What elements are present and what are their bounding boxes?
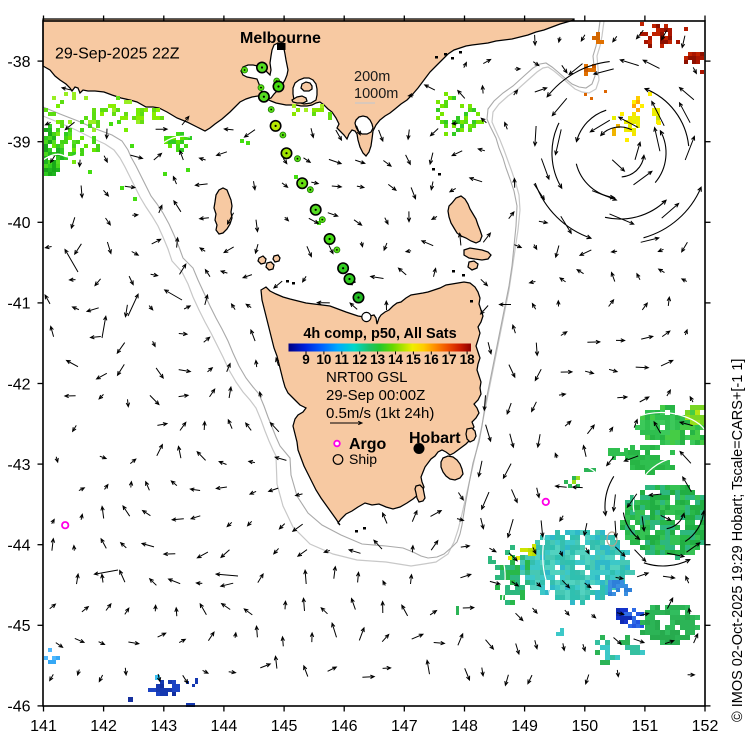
svg-text:149: 149 (511, 718, 538, 735)
svg-text:152: 152 (692, 718, 719, 735)
svg-text:144: 144 (211, 718, 238, 735)
svg-text:29-Sep 00:00Z: 29-Sep 00:00Z (326, 387, 425, 404)
svg-text:-40: -40 (7, 215, 30, 232)
svg-text:18: 18 (460, 352, 476, 367)
svg-text:1000m: 1000m (354, 86, 398, 102)
svg-text:29-Sep-2025 22Z: 29-Sep-2025 22Z (55, 46, 180, 63)
svg-text:-38: -38 (7, 54, 30, 71)
svg-text:146: 146 (331, 718, 358, 735)
svg-text:142: 142 (90, 718, 117, 735)
svg-text:11: 11 (335, 352, 350, 367)
svg-text:151: 151 (632, 718, 659, 735)
svg-text:200m: 200m (354, 69, 390, 85)
svg-text:143: 143 (150, 718, 177, 735)
svg-text:12: 12 (352, 352, 367, 367)
svg-text:-39: -39 (7, 135, 30, 152)
svg-text:Melbourne: Melbourne (240, 30, 321, 47)
svg-text:13: 13 (370, 352, 386, 367)
svg-text:17: 17 (442, 352, 457, 367)
svg-text:Hobart: Hobart (409, 430, 461, 447)
svg-text:-41: -41 (7, 296, 30, 313)
svg-text:141: 141 (30, 718, 57, 735)
svg-text:4h comp, p50, All Sats: 4h comp, p50, All Sats (303, 326, 456, 342)
svg-text:Argo: Argo (349, 436, 387, 453)
svg-text:NRT00 GSL: NRT00 GSL (326, 369, 407, 386)
svg-text:148: 148 (451, 718, 478, 735)
svg-text:-44: -44 (7, 538, 30, 555)
svg-text:© IMOS 02-Oct-2025 19:29 Hobar: © IMOS 02-Oct-2025 19:29 Hobart; Tscale=… (730, 359, 746, 722)
svg-text:16: 16 (424, 352, 440, 367)
svg-text:150: 150 (571, 718, 598, 735)
svg-text:-45: -45 (7, 618, 30, 635)
svg-text:Ship: Ship (349, 451, 377, 467)
svg-text:147: 147 (391, 718, 418, 735)
svg-text:-46: -46 (7, 699, 30, 716)
svg-text:9: 9 (302, 352, 310, 367)
svg-text:145: 145 (271, 718, 298, 735)
svg-text:0.5m/s (1kt 24h): 0.5m/s (1kt 24h) (326, 405, 434, 422)
svg-text:-43: -43 (7, 457, 30, 474)
svg-text:15: 15 (406, 352, 422, 367)
svg-text:10: 10 (316, 352, 331, 367)
svg-text:14: 14 (388, 352, 404, 367)
svg-text:-42: -42 (7, 376, 30, 393)
